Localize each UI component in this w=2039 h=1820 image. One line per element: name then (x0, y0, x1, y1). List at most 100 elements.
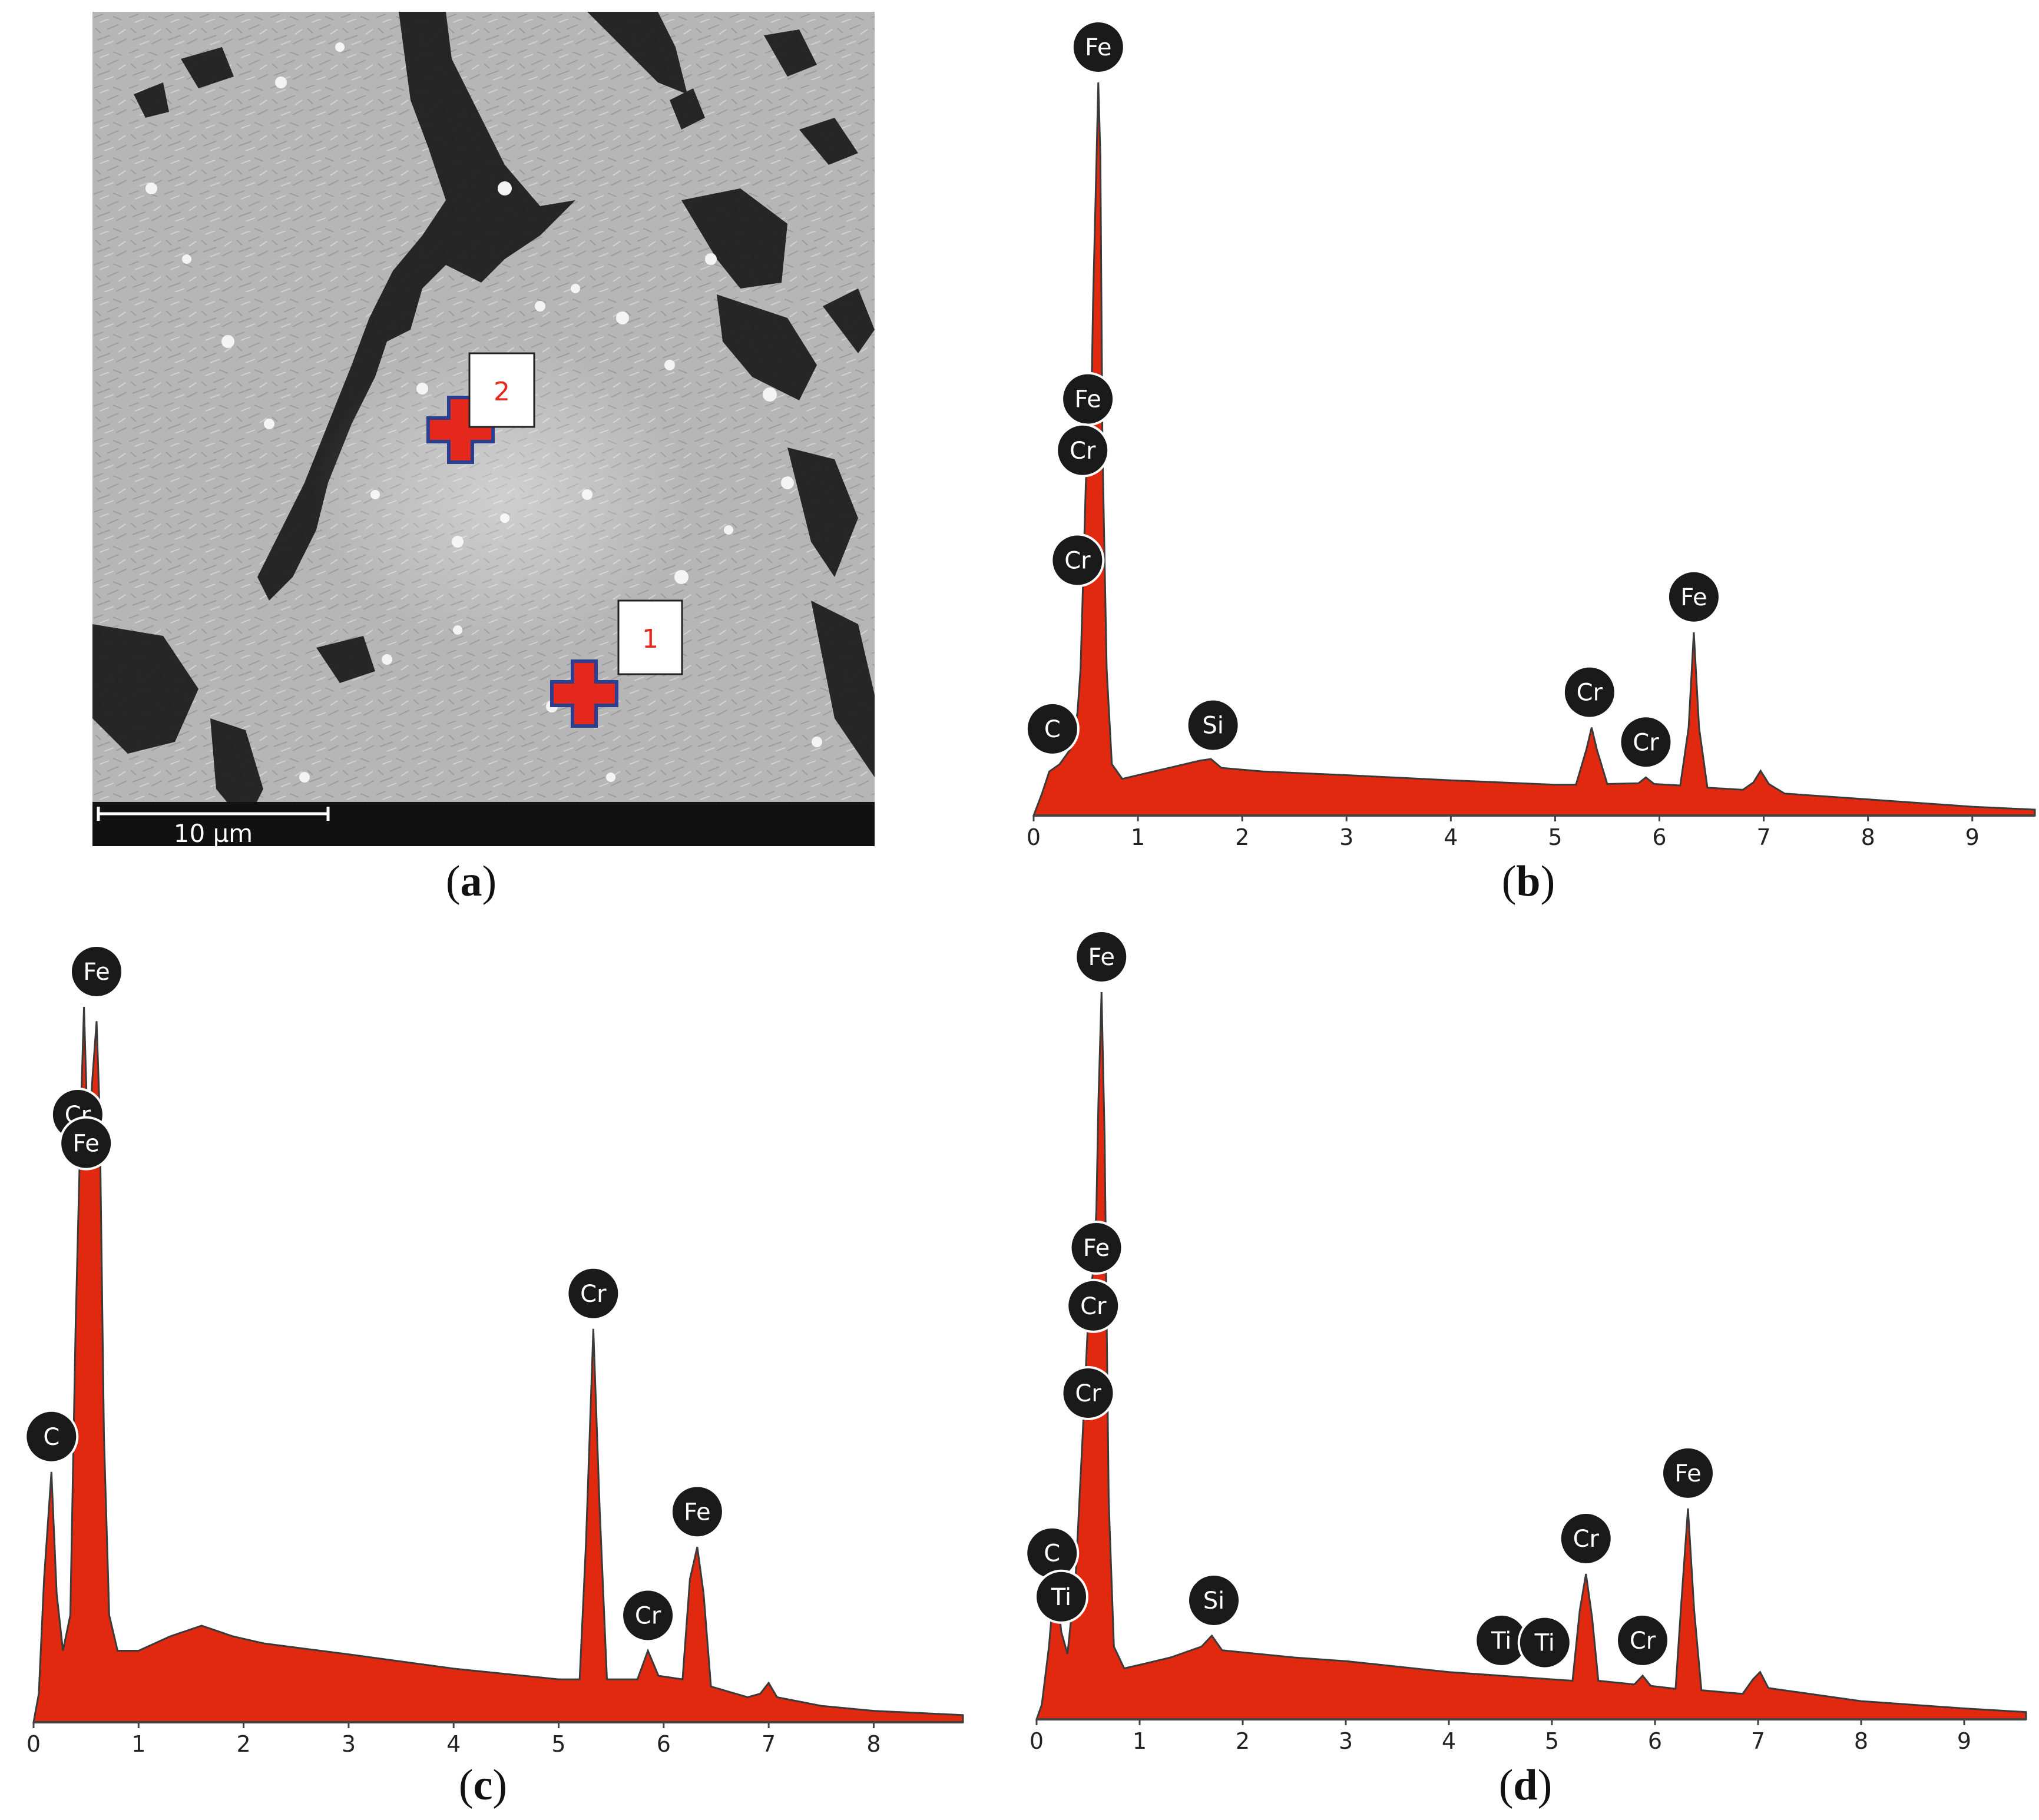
peak-label-badge (1061, 1366, 1116, 1420)
peak-label-text: Cr (1080, 1293, 1107, 1320)
peak-label-fe: Fe (1074, 930, 1129, 984)
peak-label-badge (1616, 1613, 1670, 1667)
peak-label-badge (670, 1484, 724, 1539)
peak-label-text: Ti (1051, 1584, 1071, 1611)
peak-label-c: C (1025, 701, 1080, 756)
peak-label-fe: Fe (69, 944, 124, 999)
peak-label-cr: Cr (1562, 665, 1617, 720)
x-tick-label: 1 (1131, 824, 1145, 850)
x-tick-label: 3 (1339, 1728, 1353, 1754)
peak-label-badge (69, 944, 124, 999)
peak-label-badge (1562, 665, 1617, 720)
caption-b: (b) (1501, 857, 1555, 906)
peak-label-cr: Cr (1558, 1511, 1613, 1566)
x-tick-label: 7 (1756, 824, 1770, 850)
peak-label-text: C (1044, 1540, 1060, 1567)
peak-label-badge (1034, 1569, 1088, 1624)
peak-label-badge (1558, 1511, 1613, 1566)
peak-label-text: Cr (1573, 1526, 1600, 1553)
x-tick-label: 8 (866, 1731, 881, 1757)
peak-label-text: Si (1202, 712, 1224, 740)
peak-label-badge (1050, 533, 1105, 588)
spectrum-area-d (1035, 992, 2027, 1720)
peak-label-text: Cr (635, 1603, 661, 1630)
x-tick-label: 4 (446, 1731, 461, 1757)
eds-spectrum-b: 0 1 2 3 4 5 6 7 8 9 Fe Fe Cr Cr C Si Cr Cr Fe (1025, 20, 2036, 850)
x-tick-label: 9 (1965, 824, 1980, 850)
peak-label-si: Si (1186, 698, 1240, 752)
peak-label-cr: Cr (566, 1266, 621, 1321)
peak-label-badge (1666, 569, 1721, 624)
peak-label-fe: Fe (1061, 372, 1116, 426)
peak-label-si: Si (1187, 1573, 1241, 1627)
peak-label-fe: Fe (670, 1484, 724, 1539)
spectrum-area-b (1032, 82, 2036, 817)
x-tick-label: 5 (1545, 1728, 1559, 1754)
x-tick-label: 1 (131, 1731, 145, 1757)
peak-label-badge (566, 1266, 621, 1321)
x-tick-label: 0 (1030, 1728, 1044, 1754)
x-tick-label: 0 (27, 1731, 41, 1757)
peak-label-text: Cr (1630, 1627, 1656, 1655)
caption-a: (a) (445, 857, 497, 906)
marker-2-label: 2 (494, 377, 510, 407)
x-tick-label: 6 (1652, 824, 1666, 850)
peak-label-ti: Ti (1034, 1569, 1088, 1624)
peak-label-text: C (43, 1424, 59, 1451)
peak-label-badge (1071, 20, 1126, 74)
peak-label-text: Cr (1070, 437, 1096, 465)
peak-label-cr: Cr (1050, 533, 1105, 588)
peak-label-badge (621, 1588, 676, 1643)
peak-label-text: Cr (1064, 548, 1091, 575)
peak-label-cr: Cr (621, 1588, 676, 1643)
x-tick-label: 5 (1548, 824, 1562, 850)
peak-label-text: Cr (1075, 1380, 1101, 1407)
caption-c: (c) (458, 1761, 508, 1809)
x-tick-label: 4 (1444, 824, 1458, 850)
peak-label-ti: Ti (1517, 1615, 1572, 1670)
x-tick-label: 3 (342, 1731, 356, 1757)
peak-label-badge (1517, 1615, 1572, 1670)
x-tick-label: 8 (1854, 1728, 1868, 1754)
x-tick-label: 2 (1236, 1728, 1250, 1754)
x-tick-label: 2 (237, 1731, 251, 1757)
peak-label-text: Fe (1085, 34, 1111, 61)
peak-label-fe: Fe (1071, 20, 1126, 74)
peak-label-text: Fe (684, 1499, 710, 1526)
peak-label-cr: Cr (1618, 715, 1673, 770)
x-tick-label: 0 (1027, 824, 1041, 850)
peak-label-text: Fe (1088, 944, 1115, 971)
peak-label-cr: Cr (1061, 1366, 1116, 1420)
red-plus-icon (550, 659, 618, 728)
x-tick-label: 6 (1648, 1728, 1662, 1754)
peak-label-badge (1055, 423, 1110, 478)
red-plus-icon (426, 396, 495, 464)
eds-spectrum-d: 0 1 2 3 4 5 6 7 8 9 Fe Fe Cr Cr C Ti Si Ti Ti Cr Cr Fe (1025, 930, 2027, 1754)
peak-label-badge (59, 1116, 114, 1171)
peak-label-badge (1618, 715, 1673, 770)
x-tick-label: 2 (1235, 824, 1249, 850)
peak-label-text: Fe (1680, 584, 1707, 611)
x-tick-label: 9 (1957, 1728, 1971, 1754)
peak-label-c: C (24, 1409, 79, 1464)
peak-label-fe: Fe (1069, 1221, 1124, 1275)
peak-label-text: Ti (1534, 1630, 1555, 1657)
x-tick-label: 4 (1442, 1728, 1456, 1754)
peak-label-text: Ti (1491, 1627, 1511, 1655)
peak-label-text: Si (1203, 1587, 1225, 1615)
peak-label-fe: Fe (1661, 1446, 1715, 1500)
x-tick-label: 1 (1133, 1728, 1147, 1754)
peak-label-cr: Cr (1066, 1278, 1121, 1333)
marker-2: 2 (426, 352, 535, 464)
peak-label-text: Fe (1083, 1235, 1110, 1262)
spectrum-area-c (32, 1006, 964, 1723)
peak-label-badge (1186, 698, 1240, 752)
peak-label-badge (1074, 930, 1129, 984)
peak-label-text: Fe (1074, 386, 1101, 413)
peak-label-fe: Fe (59, 1116, 114, 1171)
peak-label-fe: Fe (1666, 569, 1721, 624)
peak-label-badge (24, 1409, 79, 1464)
x-tick-label: 5 (551, 1731, 565, 1757)
peak-label-text: Fe (72, 1131, 99, 1158)
